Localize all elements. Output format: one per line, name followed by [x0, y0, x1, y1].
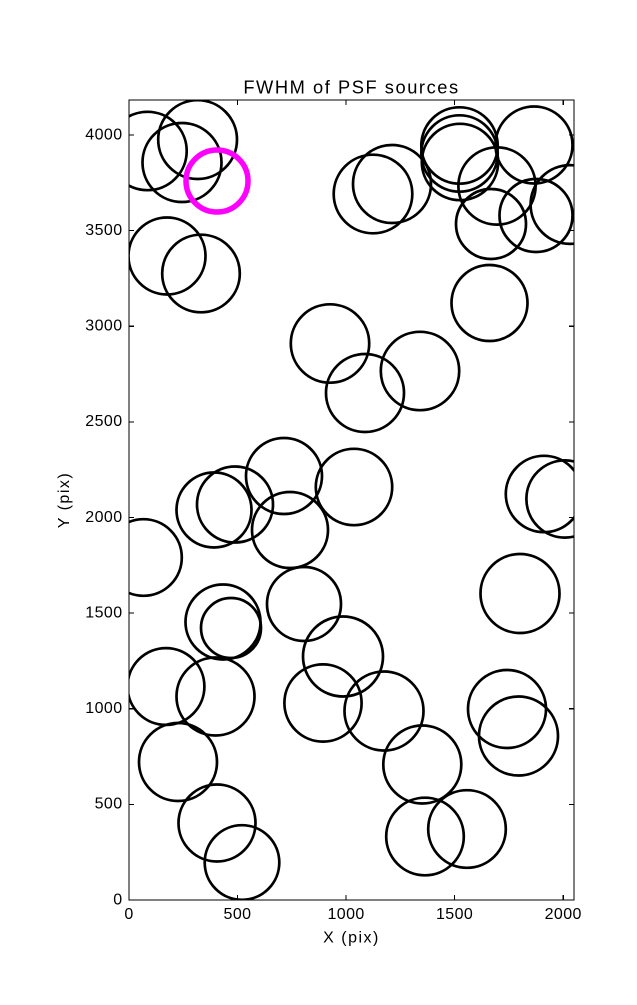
- svg-text:Y (pix): Y (pix): [56, 472, 73, 528]
- svg-text:3500: 3500: [85, 222, 122, 239]
- svg-text:1000: 1000: [327, 906, 364, 923]
- svg-text:1500: 1500: [85, 604, 122, 621]
- svg-text:X (pix): X (pix): [323, 930, 380, 947]
- svg-text:1000: 1000: [85, 700, 122, 717]
- svg-text:2000: 2000: [545, 906, 582, 923]
- svg-text:2500: 2500: [85, 413, 122, 430]
- svg-text:500: 500: [224, 906, 252, 923]
- svg-text:0: 0: [113, 891, 122, 908]
- svg-text:3000: 3000: [85, 318, 122, 335]
- svg-text:500: 500: [95, 796, 123, 813]
- svg-text:0: 0: [124, 906, 133, 923]
- svg-text:2000: 2000: [85, 509, 122, 526]
- svg-text:4000: 4000: [85, 126, 122, 143]
- svg-text:FWHM of PSF sources: FWHM of PSF sources: [243, 77, 459, 98]
- svg-text:1500: 1500: [436, 906, 473, 923]
